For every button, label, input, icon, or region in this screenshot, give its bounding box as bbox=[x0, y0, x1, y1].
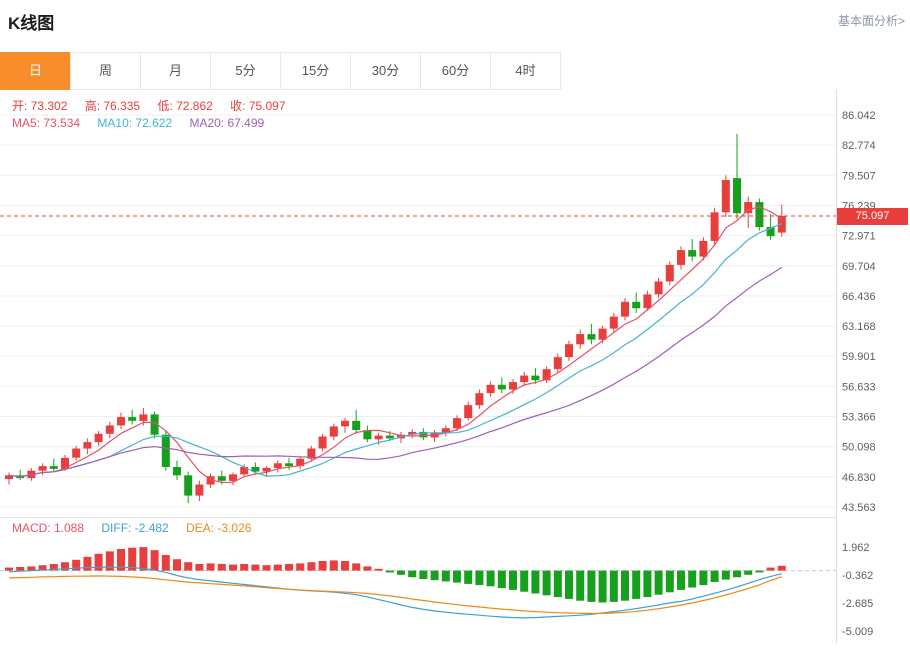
svg-text:43.563: 43.563 bbox=[842, 502, 876, 514]
diff-line bbox=[8, 566, 782, 619]
current-price-badge: 75.097 bbox=[837, 208, 908, 225]
macd-histogram bbox=[5, 547, 786, 603]
ma-readout: MA5: 73.534 MA10: 72.622 MA20: 67.499 bbox=[12, 116, 278, 130]
macd-value: MACD: 1.088 bbox=[12, 521, 85, 535]
svg-text:86.042: 86.042 bbox=[842, 110, 876, 122]
interval-tabs: 日 周 月 5分 15分 30分 60分 4时 bbox=[0, 52, 561, 90]
svg-text:50.098: 50.098 bbox=[842, 442, 876, 454]
svg-text:56.633: 56.633 bbox=[842, 381, 876, 393]
ma5-line bbox=[8, 206, 783, 484]
chart-area: 86.042 82.774 79.507 76.239 72.971 69.704 66.4… bbox=[0, 90, 910, 650]
svg-text:53.366: 53.366 bbox=[842, 412, 876, 424]
panel-header: K线图 基本面分析> bbox=[0, 0, 910, 52]
svg-text:59.901: 59.901 bbox=[842, 351, 876, 363]
svg-text:46.830: 46.830 bbox=[842, 472, 876, 484]
tab-60min[interactable]: 60分 bbox=[420, 52, 491, 90]
svg-text:-0.362: -0.362 bbox=[842, 570, 873, 582]
svg-text:63.168: 63.168 bbox=[842, 321, 876, 333]
ohlc-open: 开: 73.302 bbox=[12, 99, 68, 113]
ma20-value: MA20: 67.499 bbox=[189, 116, 265, 130]
grid-lines bbox=[0, 114, 836, 508]
svg-text:72.971: 72.971 bbox=[842, 231, 876, 243]
price-axis-labels: 86.04282.77479.50776.23972.97169.70466.4… bbox=[842, 110, 876, 514]
svg-text:66.436: 66.436 bbox=[842, 291, 876, 303]
svg-text:-5.009: -5.009 bbox=[842, 626, 873, 638]
kline-chart[interactable]: 86.04282.77479.50776.23972.97169.70466.4… bbox=[0, 90, 910, 650]
ma5-value: MA5: 73.534 bbox=[12, 116, 81, 130]
tab-day[interactable]: 日 bbox=[0, 52, 71, 90]
svg-text:1.962: 1.962 bbox=[842, 542, 870, 554]
tab-month[interactable]: 月 bbox=[140, 52, 211, 90]
macd-readout: MACD: 1.088 DIFF: -2.482 DEA: -3.026 bbox=[12, 521, 265, 535]
tab-30min[interactable]: 30分 bbox=[350, 52, 421, 90]
tab-4hour[interactable]: 4时 bbox=[490, 52, 561, 90]
tab-15min[interactable]: 15分 bbox=[280, 52, 351, 90]
ohlc-high: 高: 76.335 bbox=[84, 99, 141, 113]
dea-value: DEA: -3.026 bbox=[186, 521, 252, 535]
dea-line bbox=[8, 575, 782, 615]
fundamental-analysis-link[interactable]: 基本面分析> bbox=[837, 14, 905, 28]
diff-value: DIFF: -2.482 bbox=[101, 521, 169, 535]
ohlc-low: 低: 72.862 bbox=[157, 99, 213, 113]
candlestick-layer bbox=[5, 133, 786, 503]
tab-week[interactable]: 周 bbox=[70, 52, 141, 90]
svg-text:-2.685: -2.685 bbox=[842, 598, 873, 610]
ma20-line bbox=[8, 266, 783, 478]
tab-5min[interactable]: 5分 bbox=[210, 52, 281, 90]
ohlc-close: 收: 75.097 bbox=[230, 99, 286, 113]
ma10-line bbox=[8, 222, 783, 478]
svg-text:69.704: 69.704 bbox=[842, 261, 876, 273]
ohlc-readout: 开: 73.302 高: 76.335 低: 72.862 收: 75.097 bbox=[12, 97, 300, 114]
svg-text:82.774: 82.774 bbox=[842, 140, 876, 152]
ma10-value: MA10: 72.622 bbox=[97, 116, 173, 130]
svg-text:79.507: 79.507 bbox=[842, 170, 876, 182]
page-title: K线图 bbox=[8, 14, 55, 33]
macd-axis-labels: 1.962 -0.362 -2.685 -5.009 bbox=[842, 542, 873, 638]
